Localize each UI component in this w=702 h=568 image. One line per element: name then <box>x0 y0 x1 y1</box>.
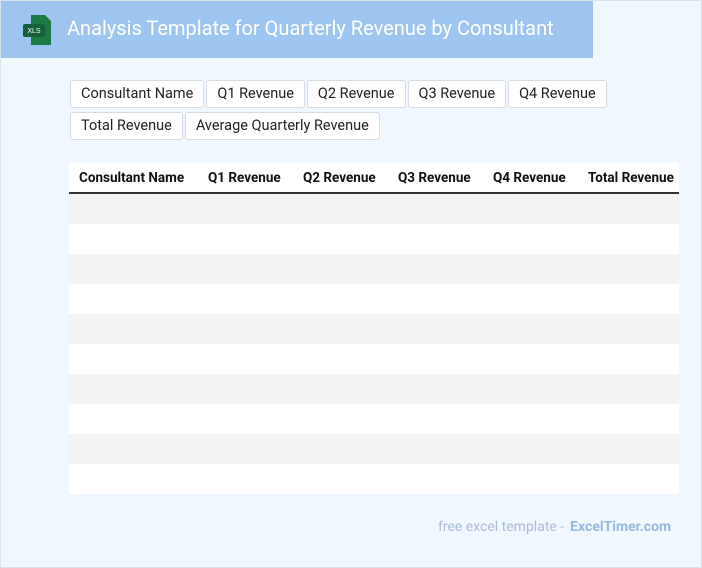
table-row <box>69 344 679 374</box>
table-row <box>69 284 679 314</box>
field-chip[interactable]: Q3 Revenue <box>407 80 507 108</box>
table-row <box>69 254 679 284</box>
column-header: Total Revenue <box>588 170 674 186</box>
table-row <box>69 194 679 224</box>
table-row <box>69 464 679 494</box>
table-row <box>69 404 679 434</box>
table-row <box>69 224 679 254</box>
field-chip[interactable]: Q2 Revenue <box>306 80 406 108</box>
column-header: Q2 Revenue <box>303 170 376 186</box>
field-chip[interactable]: Total Revenue <box>70 112 183 140</box>
table-row <box>69 314 679 344</box>
footer: free excel template - ExcelTimer.com <box>438 519 671 535</box>
table-body <box>69 194 679 494</box>
table-header: Consultant Name Q1 Revenue Q2 Revenue Q3 Re… <box>69 163 679 194</box>
table-row <box>69 434 679 464</box>
field-list: Consultant Name Q1 Revenue Q2 Revenue Q3 Re… <box>70 80 630 140</box>
field-chip[interactable]: Q4 Revenue <box>508 80 607 108</box>
table: Consultant Name Q1 Revenue Q2 Revenue Q3 Re… <box>69 163 679 494</box>
field-chip[interactable]: Average Quarterly Revenue <box>184 112 380 140</box>
column-header: Q3 Revenue <box>398 170 471 186</box>
title: Analysis Template for Quarterly Revenue … <box>67 16 554 40</box>
table-row <box>69 374 679 404</box>
footer-link[interactable]: ExcelTimer.com <box>570 519 672 535</box>
footer-text: free excel template - <box>438 519 565 535</box>
icon-label: XLS <box>27 28 41 35</box>
column-header: Q1 Revenue <box>208 170 281 186</box>
xls-icon: XLS <box>23 15 51 45</box>
column-header: Consultant Name <box>79 170 185 186</box>
field-chip[interactable]: Q1 Revenue <box>206 80 305 108</box>
field-chip[interactable]: Consultant Name <box>70 80 205 108</box>
header: XLS Analysis Template for Quarterly Reve… <box>1 1 593 58</box>
column-header: Q4 Revenue <box>493 170 566 186</box>
